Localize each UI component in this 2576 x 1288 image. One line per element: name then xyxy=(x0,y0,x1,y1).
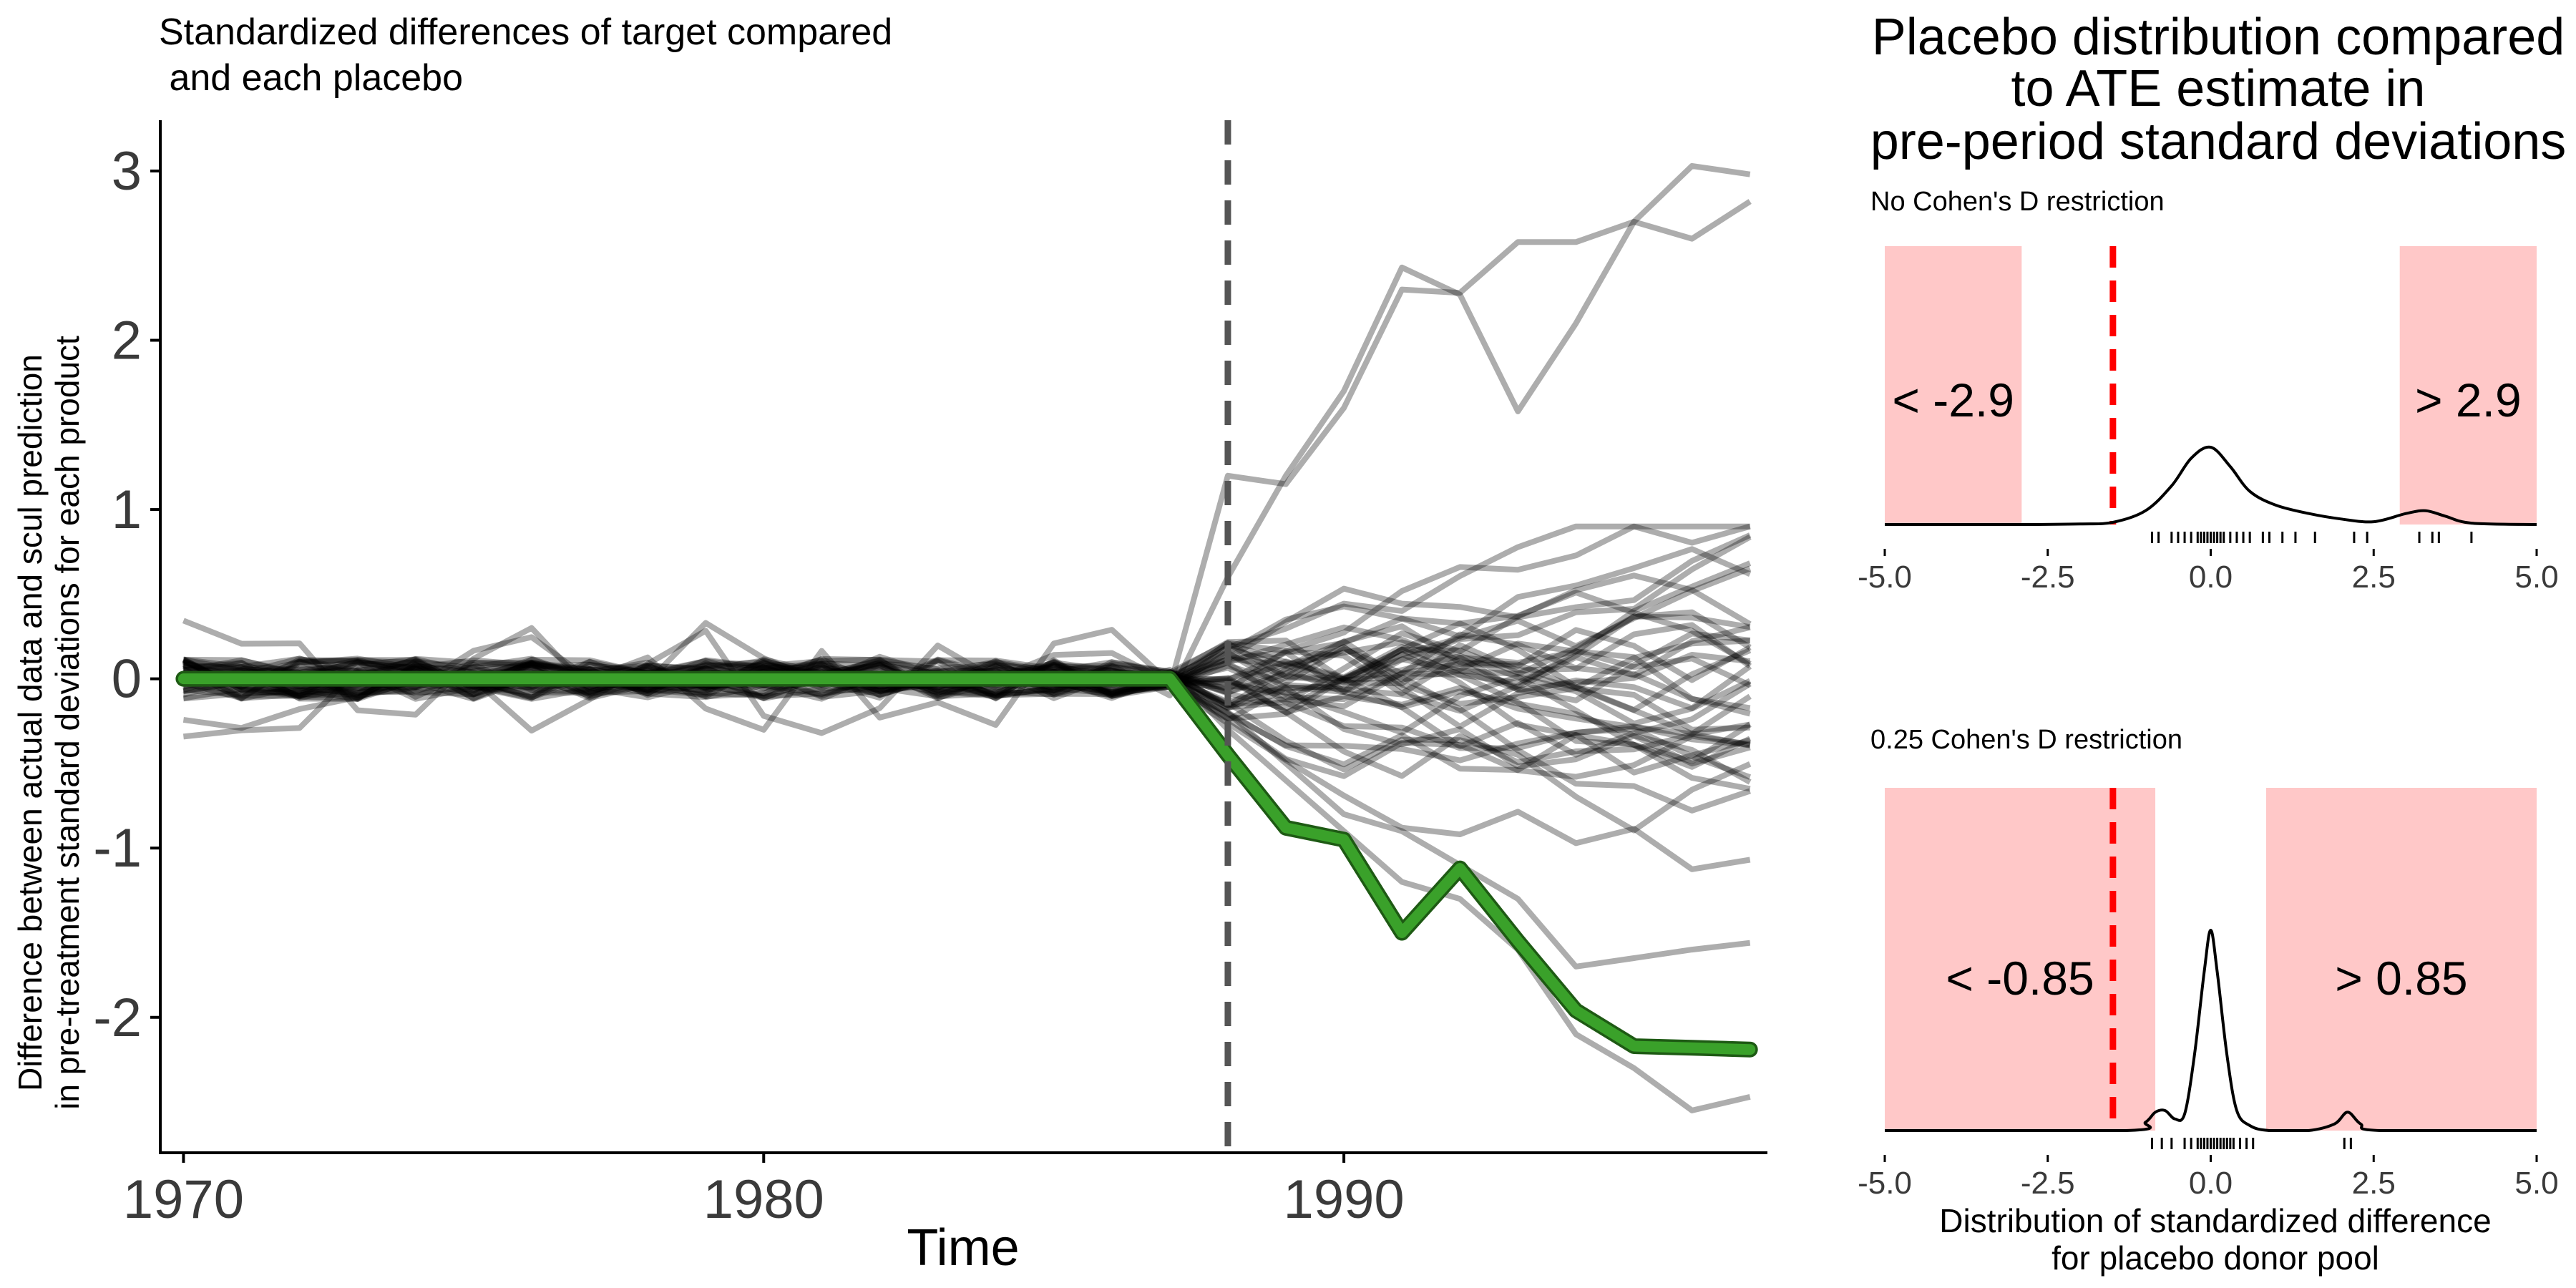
side-title-line1: Placebo distribution compared xyxy=(1872,9,2565,66)
main-y-label: Difference between actual data and scul … xyxy=(11,336,86,1110)
density-curve xyxy=(1884,445,2537,527)
main-title-line1: Standardized differences of target compa… xyxy=(159,11,892,53)
y-tick-label: 1 xyxy=(112,479,142,540)
side-x-label-line1: Distribution of standardized difference xyxy=(1939,1202,2491,1239)
lower-region-label: < -2.9 xyxy=(1892,374,2014,426)
side-x-label-line2: for placebo donor pool xyxy=(2051,1239,2379,1277)
density-x-tick-label: -2.5 xyxy=(2021,1166,2075,1201)
target-line-group xyxy=(175,670,1758,1058)
x-tick-label: 1970 xyxy=(123,1169,244,1230)
panel2-subtitle: 0.25 Cohen's D restriction xyxy=(1870,725,2182,755)
placebo-line xyxy=(182,649,1751,792)
upper-region-label: > 2.9 xyxy=(2415,374,2522,426)
y-label-line2: in pre-treatment standard deviations for… xyxy=(49,336,86,1110)
main-title-line2: and each placebo xyxy=(159,57,463,99)
placebo-lines xyxy=(182,162,1752,1113)
main-x-label: Time xyxy=(907,1219,1019,1277)
density-x-tick-label: 0.0 xyxy=(2189,1166,2233,1201)
side-panel: Placebo distribution compared to ATE est… xyxy=(1858,9,2566,1277)
placebo-low-1 xyxy=(182,660,1751,1113)
density-x-tick-label: -5.0 xyxy=(1858,1166,1912,1201)
target-line-outline xyxy=(175,670,1758,1058)
density-x-tick-label: 2.5 xyxy=(2352,1166,2396,1201)
density-x-tick-label: 5.0 xyxy=(2514,560,2558,595)
placebo-line xyxy=(182,644,1752,730)
y-tick-label: 0 xyxy=(112,649,142,710)
placebo-line xyxy=(182,657,1751,872)
y-tick-label: 3 xyxy=(112,141,142,202)
placebo-line xyxy=(182,560,1752,701)
side-title-line3: pre-period standard deviations xyxy=(1870,113,2567,170)
placebo-line xyxy=(182,640,1752,758)
lower-tail-region xyxy=(1885,246,2022,525)
density-x-tick-label: 2.5 xyxy=(2352,560,2396,595)
density-x-tick-label: 0.0 xyxy=(2189,560,2233,595)
upper-region-label: > 0.85 xyxy=(2335,952,2467,1005)
lower-region-label: < -0.85 xyxy=(1946,952,2094,1005)
density-x-tick-label: 5.0 xyxy=(2514,1166,2558,1201)
main-ticks: 1970 1980 1990 -2 -1 0 1 2 3 xyxy=(93,141,1404,1230)
y-tick-label: -1 xyxy=(93,818,142,879)
target-line xyxy=(177,673,1756,1055)
upper-tail-region xyxy=(2265,788,2537,1131)
x-tick-label: 1990 xyxy=(1284,1169,1405,1230)
x-tick-label: 1980 xyxy=(703,1169,824,1230)
density-x-tick-label: -5.0 xyxy=(1858,560,1912,595)
y-tick-label: -2 xyxy=(93,987,142,1048)
density-x-tick-label: -2.5 xyxy=(2021,560,2075,595)
upper-tail-region xyxy=(2399,246,2537,525)
panel1-subtitle: No Cohen's D restriction xyxy=(1870,187,2165,217)
placebo-line xyxy=(182,627,1751,780)
density-curve xyxy=(1884,928,2537,1133)
main-chart: Standardized differences of target compa… xyxy=(11,11,1767,1277)
side-title-line2: to ATE estimate in xyxy=(2011,60,2426,117)
density-panel-no-restriction: No Cohen's D restriction < -2.9 > 2.9 -5.0… xyxy=(1858,187,2559,595)
y-label-line1: Difference between actual data and scul … xyxy=(11,354,49,1091)
density-panel-restriction: 0.25 Cohen's D restriction < -0.85 > 0.85… xyxy=(1858,725,2559,1201)
y-tick-label: 2 xyxy=(112,311,142,371)
